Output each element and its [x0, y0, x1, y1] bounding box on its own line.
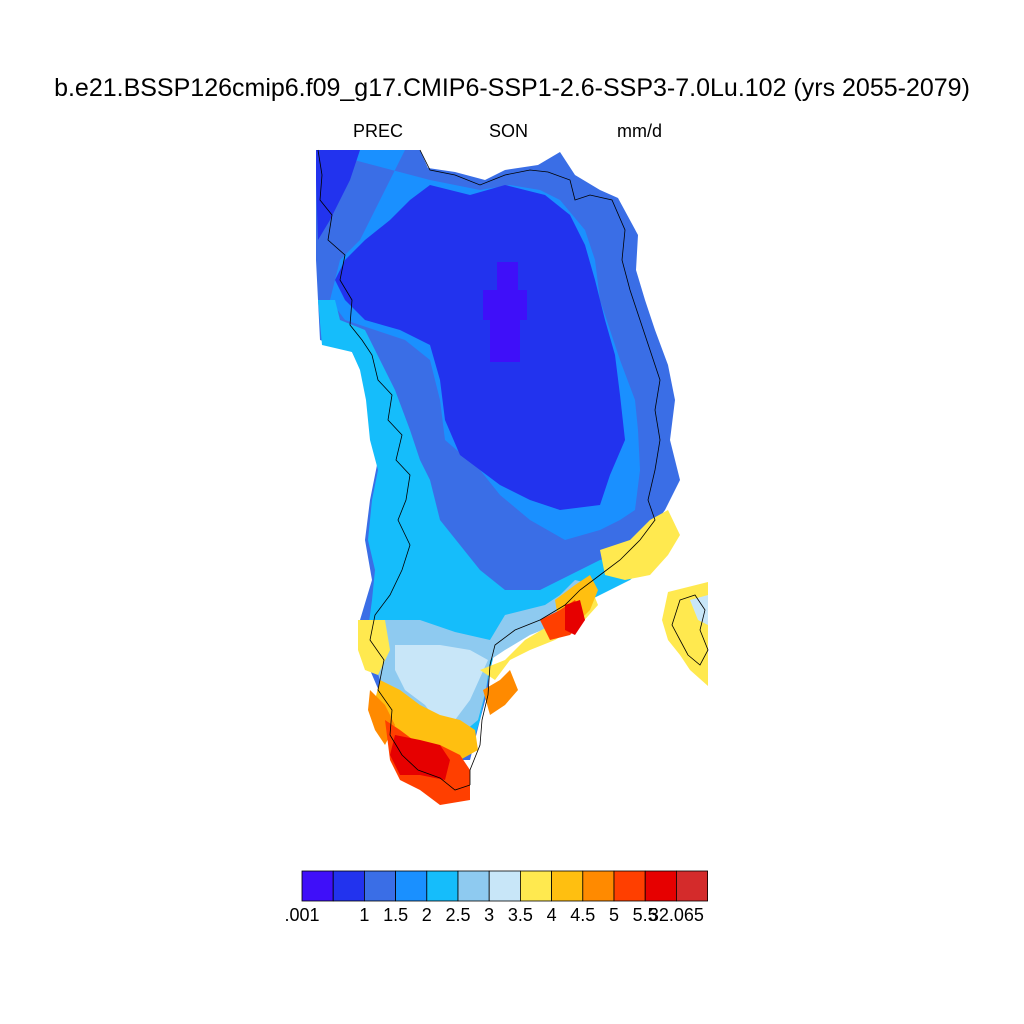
colorbar-tick-label: 4: [546, 905, 557, 925]
colorbar-tick-label: 5: [608, 905, 620, 925]
precip-region: [358, 620, 390, 675]
colorbar-tick-label: 5.5: [632, 905, 658, 925]
coastline-east: [419, 149, 661, 785]
plot-title: b.e21.BSSP126cmip6.f09_g17.CMIP6-SSP1-2.…: [54, 74, 970, 102]
colorbar-tick-label: 3.5: [507, 905, 533, 925]
precip-region: [600, 510, 680, 580]
coastline: [317, 149, 709, 791]
precip-region: [390, 735, 450, 780]
precip-region: [483, 670, 518, 715]
colorbar-tick-label: .001: [284, 905, 320, 925]
colorbar-tick-label: 2.5: [445, 905, 471, 925]
precip-region: [375, 680, 478, 760]
map-cells: [316, 150, 708, 805]
precip-region: [483, 262, 527, 362]
precip-region: [565, 600, 585, 635]
coastline-west: [317, 149, 471, 791]
precip-region: [335, 185, 625, 510]
precip-region: [316, 150, 360, 240]
colorbar-tick-label: 1: [359, 905, 370, 925]
colorbar-tick-label: 32.065: [648, 905, 704, 925]
coastline-island: [671, 594, 709, 666]
colorbar-tick-label: 4.5: [570, 905, 596, 925]
colorbar-tick-label: 2: [421, 905, 432, 925]
units-label: mm/d: [617, 121, 662, 141]
colorbar-tick-label: 1.5: [383, 905, 409, 925]
precip-region: [395, 645, 488, 725]
colorbar-tick-label: 3: [484, 905, 495, 925]
season-label: SON: [489, 121, 529, 141]
variable-label: PREC: [353, 121, 404, 141]
